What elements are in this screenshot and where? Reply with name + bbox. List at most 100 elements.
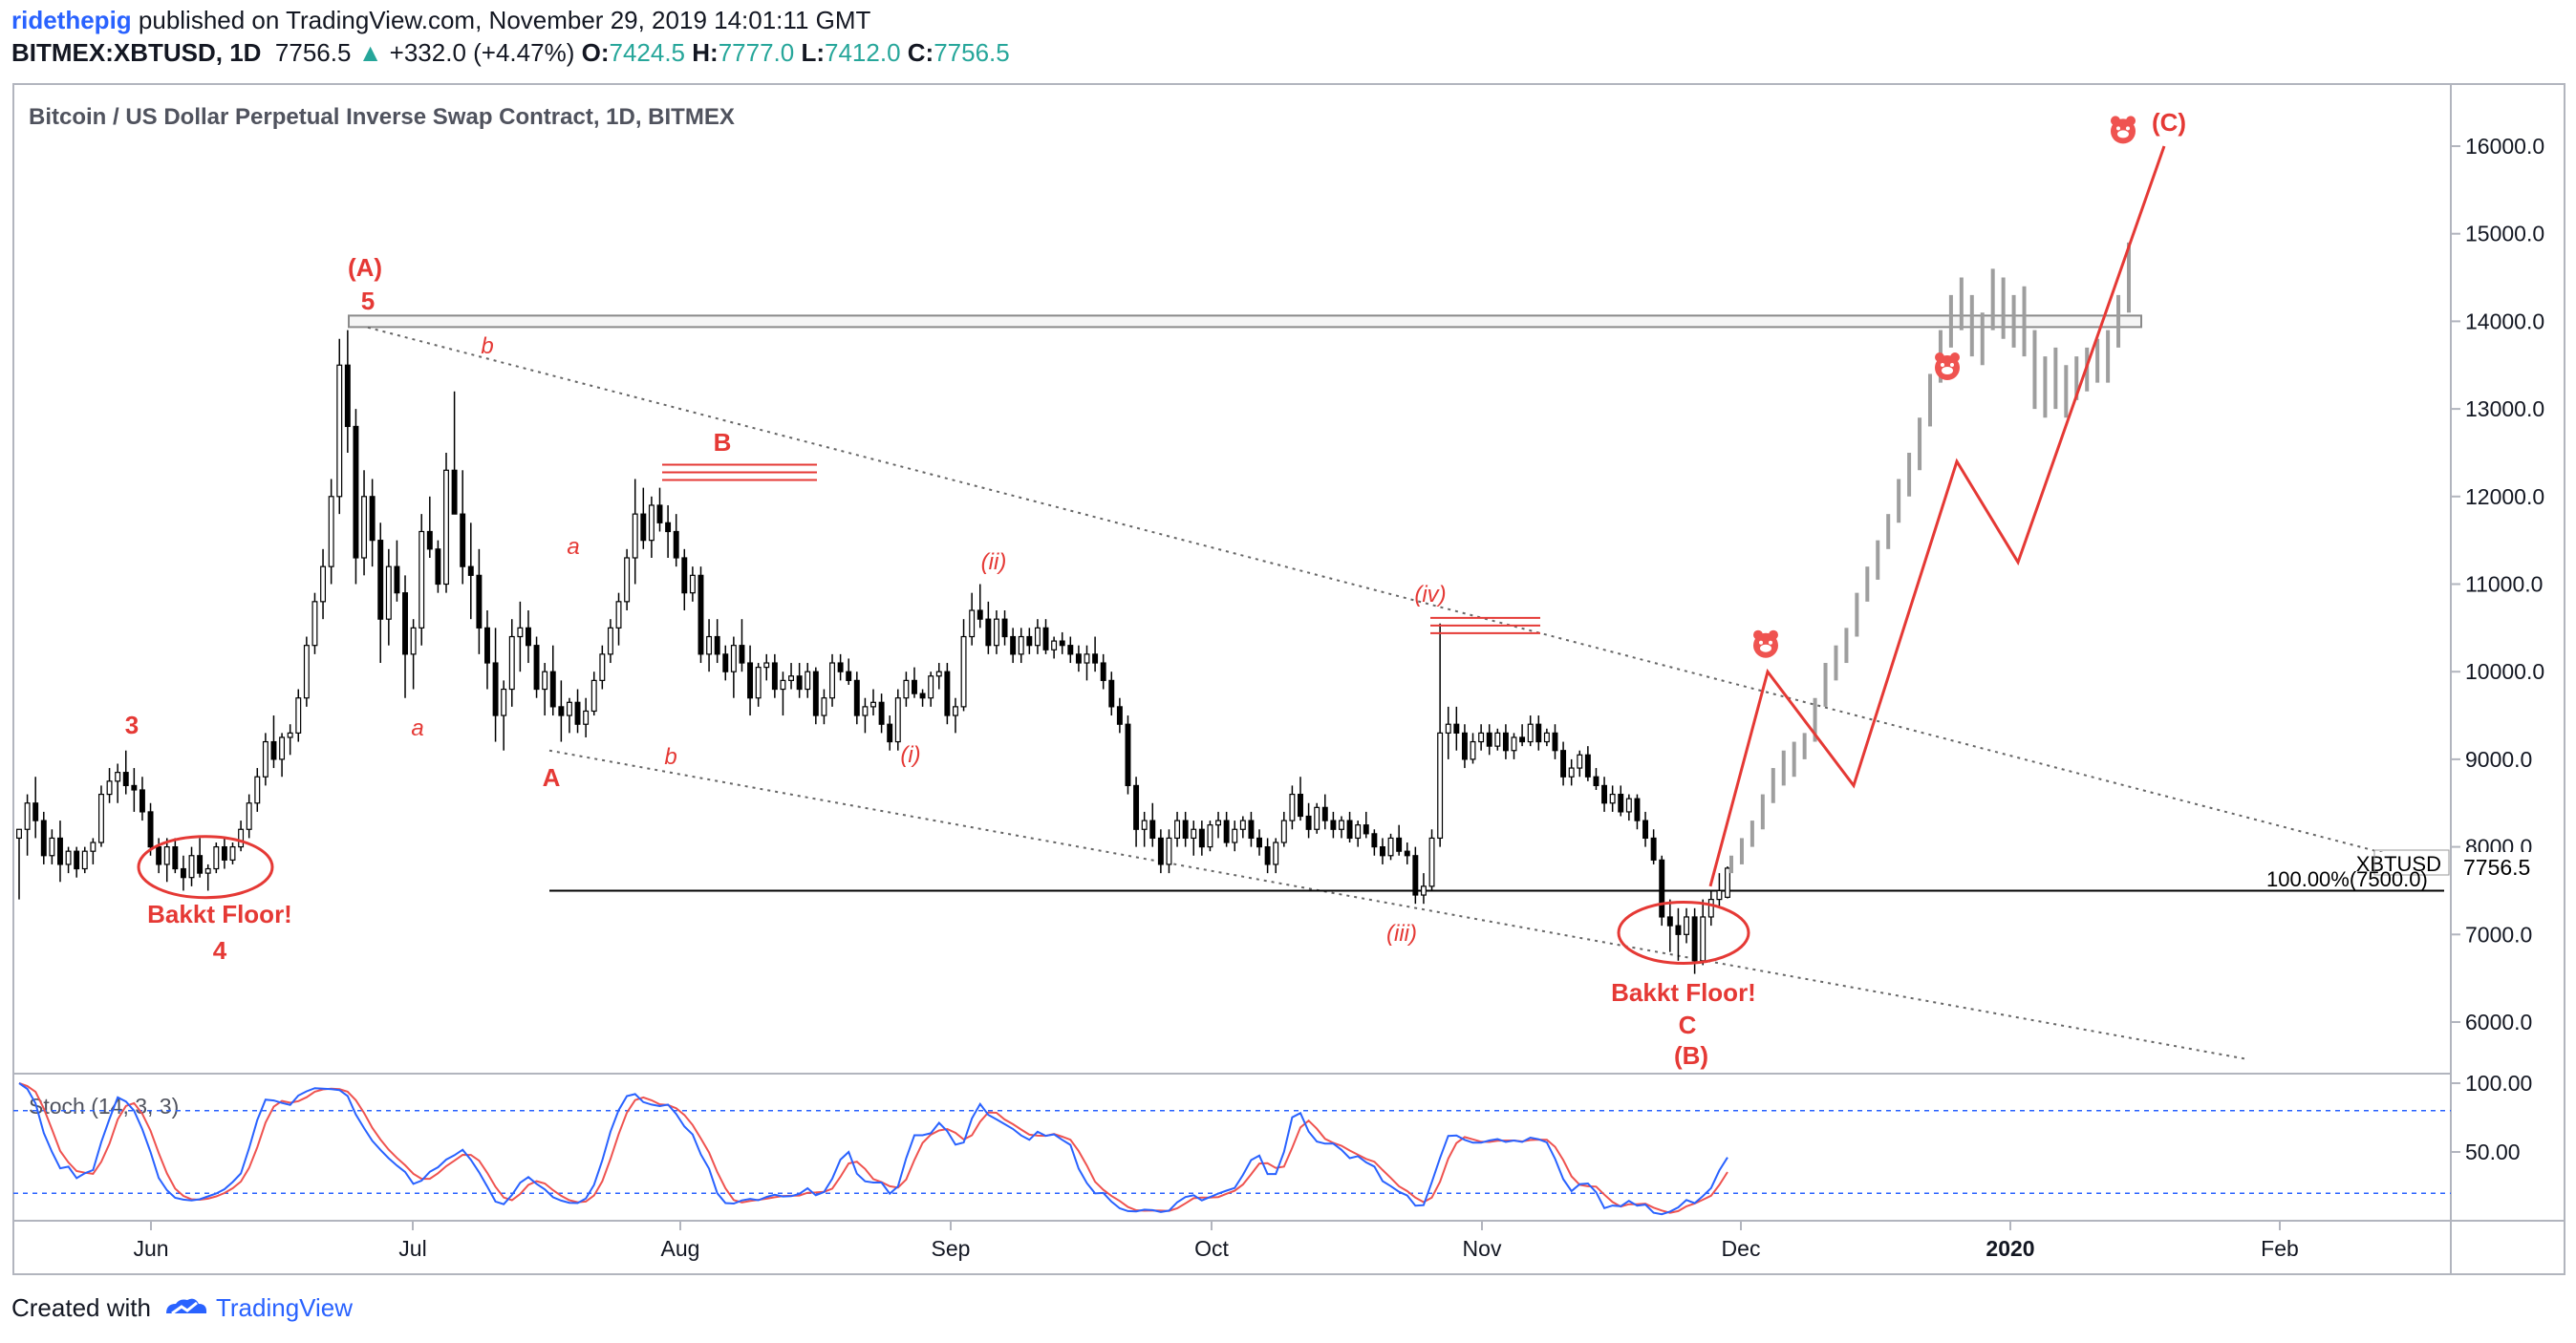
candle-body: [935, 671, 942, 677]
candle-body: [106, 780, 113, 796]
candle-body: [1371, 833, 1378, 848]
candle-body: [1298, 793, 1303, 818]
candle-body: [476, 574, 483, 629]
candle-body: [1666, 916, 1673, 927]
candle-body: [1461, 732, 1468, 760]
annotation-wave-C-major: (C): [2152, 108, 2186, 137]
open-value: 7424.5: [609, 38, 686, 67]
time-axis[interactable]: Jun Jul Aug Sep Oct Nov Dec 2020 Feb: [133, 1221, 2299, 1261]
pig-icon: [1753, 629, 1778, 658]
candle-body: [1280, 820, 1287, 843]
annotation-b-small-1: b: [481, 333, 493, 359]
projection-path[interactable]: [1708, 145, 2166, 887]
candle-body: [1675, 925, 1682, 935]
stoch-axis: 100.00 50.00: [2451, 1071, 2532, 1164]
candle-body: [65, 850, 72, 865]
candle-body: [1092, 653, 1099, 664]
candle-body: [1355, 824, 1362, 840]
candle-body: [1659, 859, 1665, 918]
candle-body: [279, 736, 286, 760]
candle-body: [1625, 798, 1632, 813]
candle-body: [1067, 645, 1074, 655]
candle-body: [912, 679, 917, 694]
candle-body: [894, 697, 901, 743]
candle-body: [1387, 837, 1394, 857]
candle-body: [1560, 750, 1567, 778]
candle-body: [1527, 723, 1534, 743]
time-tick-label: 2020: [1986, 1236, 2034, 1261]
candle-body: [1346, 820, 1353, 840]
price-tick-label: 15000.0: [2465, 222, 2544, 246]
stoch-tick-label: 50.00: [2465, 1140, 2521, 1164]
price-tick-label: 14000.0: [2465, 309, 2544, 333]
candle-body: [566, 701, 572, 716]
candle-body: [419, 530, 425, 629]
candle-body: [788, 675, 795, 681]
upper-trendline[interactable]: [367, 326, 2445, 870]
tradingview-brand[interactable]: TradingView: [215, 1293, 354, 1322]
open-label: O:: [581, 38, 610, 67]
candle-body: [156, 845, 162, 865]
candle-body: [180, 867, 186, 879]
candle-body: [755, 667, 762, 699]
candle-body: [1100, 662, 1106, 681]
stoch-tick-label: 100.00: [2465, 1071, 2532, 1096]
candle-body: [525, 627, 531, 647]
candle-body: [1453, 723, 1460, 734]
stoch-k-line: [18, 1082, 1728, 1216]
resistance-zone[interactable]: [348, 314, 2142, 329]
candle-body: [993, 618, 999, 647]
candle-body: [870, 701, 876, 708]
annotation-wave-i: (i): [900, 742, 920, 768]
time-tick-label: Feb: [2261, 1236, 2299, 1261]
annotation-wave-iv: (iv): [1414, 582, 1446, 608]
candle-body: [1075, 653, 1082, 664]
published-text: published on TradingView.com, November 2…: [131, 6, 871, 34]
candle-body: [336, 364, 343, 498]
candle-body: [846, 671, 852, 681]
candle-body: [163, 845, 170, 865]
candle-body: [517, 627, 524, 638]
candle-body: [919, 693, 926, 699]
candle-body: [730, 645, 737, 672]
candle-body: [1642, 820, 1649, 840]
pig-icons: [1753, 116, 2136, 658]
close-value: 7756.5: [934, 38, 1010, 67]
candle-body: [1725, 867, 1730, 898]
last-price: 7756.5: [274, 38, 352, 67]
tradingview-logo-icon[interactable]: [162, 1294, 210, 1323]
candle-body: [1552, 732, 1558, 752]
price-tick-label: 12000.0: [2465, 484, 2544, 509]
candle-body: [944, 671, 951, 716]
candle-body: [74, 850, 80, 870]
candle-body: [57, 837, 63, 865]
annotation-a-small-2: a: [411, 715, 423, 741]
annotation-wave-4: 4: [213, 936, 227, 965]
candle-body: [583, 710, 590, 725]
candle-body: [1412, 855, 1419, 896]
candle-body: [1239, 820, 1246, 830]
candle-body: [698, 574, 704, 655]
candle-body: [1716, 889, 1723, 901]
bakkt-ellipse-left[interactable]: [137, 835, 274, 900]
candle-body: [435, 548, 441, 586]
lower-trendline[interactable]: [548, 749, 2246, 1060]
time-tick-label: Aug: [661, 1236, 700, 1261]
candle-body: [862, 706, 869, 716]
candle-body: [706, 635, 713, 655]
candle-body: [122, 772, 129, 787]
candle-body: [1141, 820, 1148, 830]
price-axis[interactable]: 16000.0 15000.0 14000.0 13000.0 12000.0 11000…: [2451, 134, 2544, 1034]
annotation-wave-B: B: [714, 428, 732, 457]
chart-title: Bitcoin / US Dollar Perpetual Inverse Sw…: [29, 104, 735, 130]
created-with: Created with: [11, 1293, 151, 1322]
candle-body: [960, 635, 967, 708]
candle-body: [320, 565, 327, 603]
bakkt-ellipse-right[interactable]: [1617, 900, 1750, 965]
candle-body: [287, 732, 293, 738]
author-link[interactable]: ridethepig: [11, 6, 132, 34]
candle-body: [328, 496, 334, 567]
candle-body: [1535, 723, 1542, 743]
candle-body: [665, 522, 672, 533]
